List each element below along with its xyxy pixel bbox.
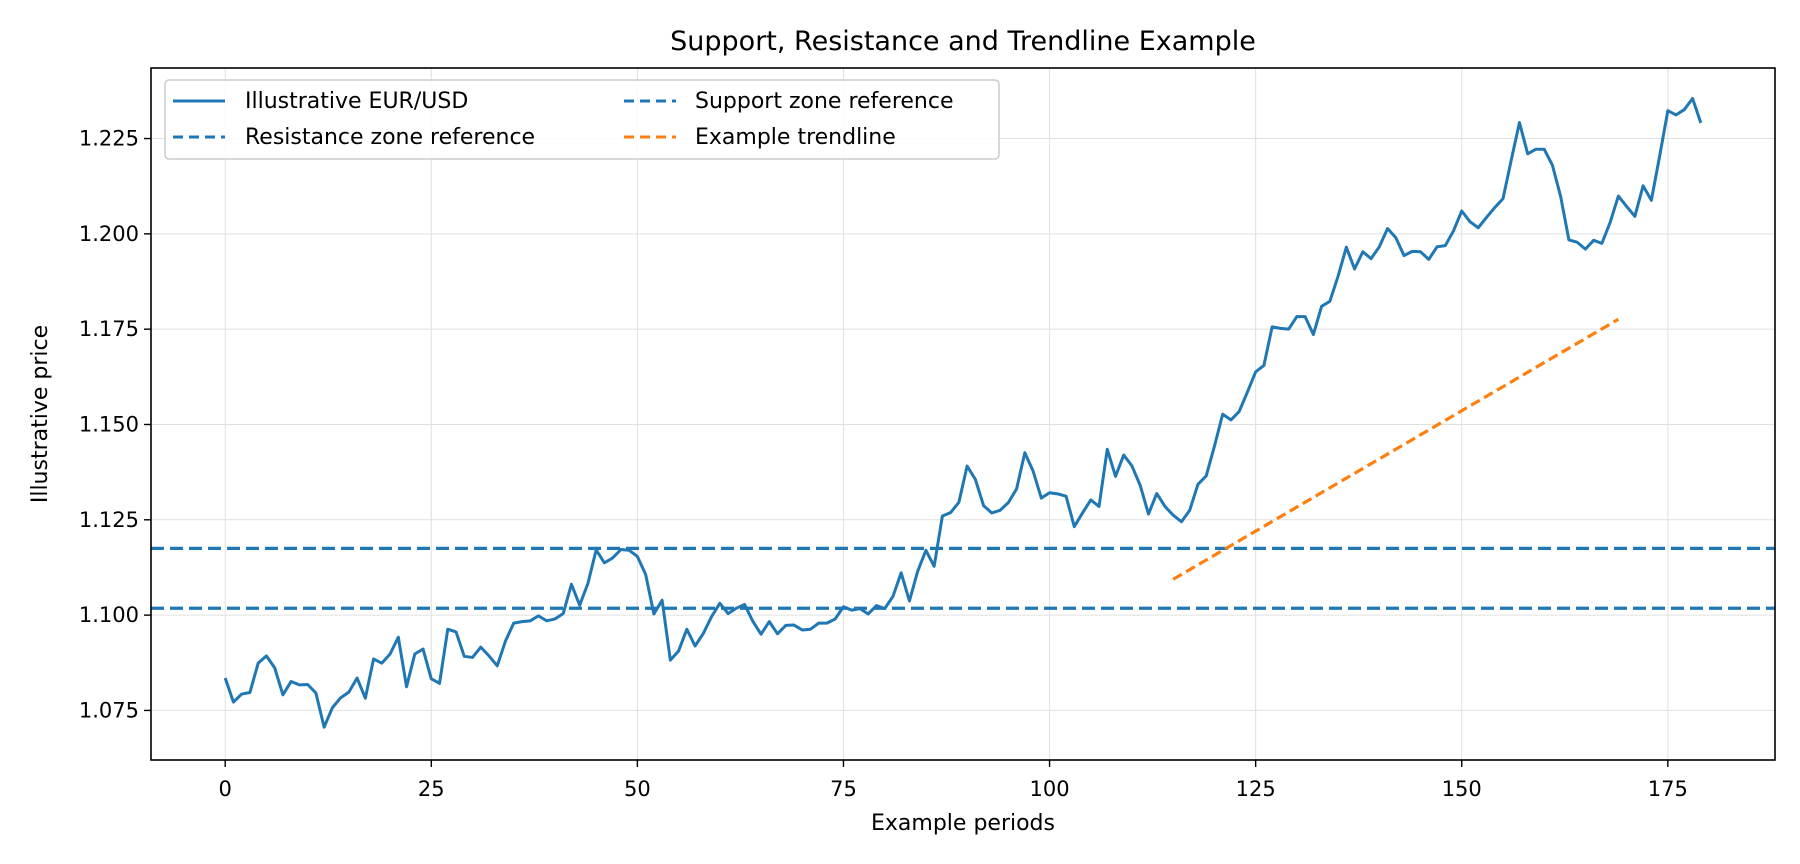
legend-label-price: Illustrative EUR/USD xyxy=(245,89,468,114)
y-tick-label: 1.100 xyxy=(79,603,139,627)
x-tick-label: 175 xyxy=(1648,777,1688,801)
legend-label-resistance: Resistance zone reference xyxy=(245,125,535,150)
x-tick-label: 25 xyxy=(418,777,445,801)
x-tick-label: 50 xyxy=(624,777,651,801)
y-tick-label: 1.225 xyxy=(79,127,139,151)
plot-frame xyxy=(150,67,1776,761)
x-axis-label: Example periods xyxy=(871,811,1055,836)
y-tick-label: 1.175 xyxy=(79,317,139,341)
legend-label-trendline: Example trendline xyxy=(695,125,896,150)
x-tick-label: 100 xyxy=(1030,777,1070,801)
x-tick-label: 125 xyxy=(1236,777,1276,801)
y-tick-label: 1.125 xyxy=(79,508,139,532)
x-axis-ticks: 0 25 50 75 100 125 150 175 xyxy=(219,760,1688,801)
legend: Illustrative EUR/USD Resistance zone ref… xyxy=(164,79,1000,160)
price-series-line xyxy=(223,97,1703,729)
x-tick-label: 150 xyxy=(1442,777,1482,801)
y-axis-ticks: 1.075 1.100 1.125 1.150 1.175 1.200 1.225 xyxy=(79,127,151,722)
example-trendline xyxy=(1172,317,1620,581)
legend-box xyxy=(164,79,1000,160)
legend-label-support: Support zone reference xyxy=(695,89,954,114)
chart-title: Support, Resistance and Trendline Exampl… xyxy=(670,26,1256,57)
x-tick-label: 75 xyxy=(830,777,857,801)
y-axis-label: Illustrative price xyxy=(28,325,53,503)
y-tick-label: 1.150 xyxy=(79,412,139,436)
y-tick-label: 1.200 xyxy=(79,222,139,246)
x-tick-label: 0 xyxy=(219,777,232,801)
y-tick-label: 1.075 xyxy=(79,698,139,722)
